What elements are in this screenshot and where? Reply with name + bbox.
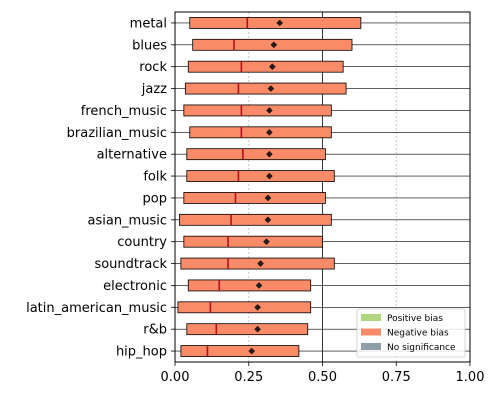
mean-marker-8 [264,194,272,202]
mean-marker-4 [266,107,273,114]
mean-marker-6 [266,150,273,158]
x-tick-label: 0.25 [234,370,263,385]
category-label: folk [143,170,167,185]
category-label: french_music [81,104,167,119]
legend-label: Positive bias [387,314,443,324]
bar-13 [177,301,312,314]
category-label: electronic [103,279,167,294]
category-label: metal [130,16,167,31]
mean-marker-2 [268,63,276,71]
x-tick-label: 0.50 [308,370,337,385]
legend-label: Negative bias [387,329,449,339]
bar-6 [186,148,326,161]
median-markers [206,17,249,357]
x-tick-labels: 0.00 0.25 0.50 0.75 1.00 [161,362,485,385]
mean-marker-7 [266,172,273,180]
category-label: r&b [143,323,167,338]
mean-marker-10 [263,238,270,246]
bar-12 [187,279,312,292]
mean-marker-1 [270,41,278,49]
category-label: asian_music [88,213,168,228]
category-label: jazz [141,82,167,97]
category-label: brazilian_music [67,126,167,141]
mean-marker-14 [254,325,261,333]
legend-swatch-2 [361,343,381,350]
mean-marker-13 [254,303,261,311]
mean-marker-5 [266,128,273,136]
bar-14 [186,323,309,336]
mean-marker-12 [255,282,263,289]
bar-3 [184,82,347,95]
bar-9 [179,213,332,226]
bar-2 [187,60,344,73]
mean-marker-3 [267,85,275,92]
mean-markers [248,19,284,355]
category-label: alternative [97,148,167,163]
category-labels: metal blues rock jazz french_music brazilian_… [26,16,175,360]
bar-15 [180,345,300,357]
legend-label: No significance [387,343,456,353]
legend-swatch-1 [361,328,381,336]
category-label: pop [143,191,167,206]
mean-marker-0 [276,19,284,27]
legend-swatch-0 [361,314,381,321]
category-label: latin_american_music [26,301,167,316]
mean-marker-11 [257,260,264,267]
mean-marker-15 [248,347,256,355]
bar-4 [183,104,332,117]
legend: Positive bias Negative bias No significanc… [356,308,466,358]
x-tick-label: 0.75 [382,370,411,385]
category-label: rock [139,60,167,75]
legend-box [356,308,466,358]
x-tick-label: 1.00 [456,370,485,385]
bars [177,17,362,357]
bar-0 [189,17,362,29]
plot-frame [174,11,471,363]
bar-8 [183,192,326,204]
mean-marker-9 [264,216,272,224]
bar-7 [186,170,335,182]
category-label: country [117,235,167,250]
category-label: hip_hop [116,345,167,360]
category-label: soundtrack [94,257,167,272]
category-label: blues [132,38,167,53]
bar-10 [183,235,323,248]
x-tick-label: 0.00 [161,370,190,385]
bar-5 [189,126,332,139]
